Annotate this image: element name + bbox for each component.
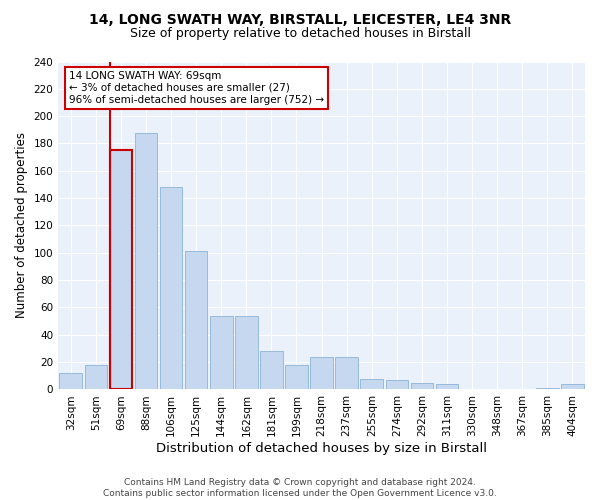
Bar	[260, 351, 283, 390]
Bar	[85, 365, 107, 390]
Bar	[59, 373, 82, 390]
Bar	[410, 382, 433, 390]
Bar	[235, 316, 257, 390]
Bar	[285, 365, 308, 390]
Bar	[110, 150, 132, 390]
Y-axis label: Number of detached properties: Number of detached properties	[15, 132, 28, 318]
Bar	[210, 316, 233, 390]
Bar	[561, 384, 584, 390]
X-axis label: Distribution of detached houses by size in Birstall: Distribution of detached houses by size …	[156, 442, 487, 455]
Bar	[134, 132, 157, 390]
Bar	[536, 388, 559, 390]
Bar	[310, 356, 333, 390]
Text: 14, LONG SWATH WAY, BIRSTALL, LEICESTER, LE4 3NR: 14, LONG SWATH WAY, BIRSTALL, LEICESTER,…	[89, 12, 511, 26]
Bar	[436, 384, 458, 390]
Bar	[335, 356, 358, 390]
Text: Contains HM Land Registry data © Crown copyright and database right 2024.
Contai: Contains HM Land Registry data © Crown c…	[103, 478, 497, 498]
Bar	[185, 252, 208, 390]
Bar	[160, 187, 182, 390]
Text: 14 LONG SWATH WAY: 69sqm
← 3% of detached houses are smaller (27)
96% of semi-de: 14 LONG SWATH WAY: 69sqm ← 3% of detache…	[69, 72, 324, 104]
Bar	[386, 380, 408, 390]
Bar	[361, 378, 383, 390]
Text: Size of property relative to detached houses in Birstall: Size of property relative to detached ho…	[130, 28, 470, 40]
